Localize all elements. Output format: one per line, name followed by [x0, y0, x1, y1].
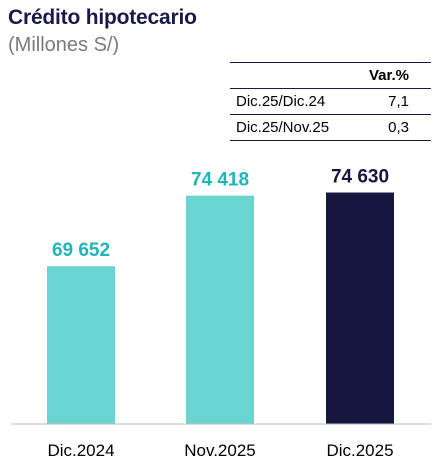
variation-row: Dic.25/Dic.24 7,1 — [230, 88, 431, 115]
data-label: 74 418 — [191, 170, 249, 191]
x-tick-label: Nov.2025 — [184, 441, 256, 460]
bar-Nov.2025 — [186, 195, 254, 424]
variation-table-header-row: Var.% — [230, 62, 431, 89]
bar-Dic.2024 — [47, 266, 115, 424]
x-tick-label: Dic.2025 — [326, 441, 393, 460]
variation-row-label: Dic.25/Nov.25 — [230, 114, 354, 141]
variation-row-value: 7,1 — [353, 88, 431, 115]
x-tick-label: Dic.2024 — [47, 441, 114, 460]
variation-table: Var.% Dic.25/Dic.24 7,1 Dic.25/Nov.25 0,… — [230, 62, 431, 141]
variation-row: Dic.25/Nov.25 0,3 — [230, 114, 431, 141]
variation-header: Var.% — [353, 62, 431, 89]
variation-row-label: Dic.25/Dic.24 — [230, 88, 354, 115]
variation-row-value: 0,3 — [353, 114, 431, 141]
chart-subtitle: (Millones S/) — [8, 34, 120, 56]
variation-header-empty — [230, 62, 354, 89]
chart-title: Crédito hipotecario — [8, 6, 197, 29]
data-label: 69 652 — [52, 240, 110, 261]
bar-Dic.2025 — [326, 192, 394, 424]
data-label: 74 630 — [331, 167, 389, 188]
